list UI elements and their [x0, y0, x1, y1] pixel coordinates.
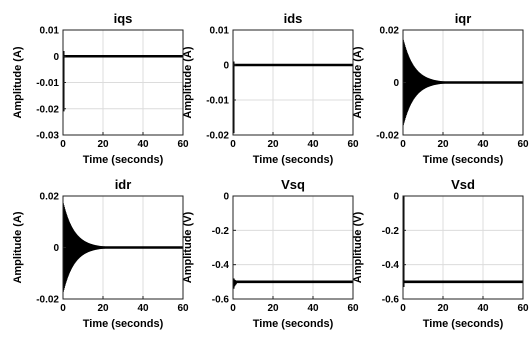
axes-frame [402, 195, 524, 300]
axes-frame [232, 29, 354, 136]
chart-title: iqr [455, 11, 472, 26]
y-tick-label: -0.4 [212, 260, 230, 271]
y-tick-label: 0 [223, 192, 229, 203]
axes-frame [232, 195, 354, 300]
x-tick-label: 60 [177, 303, 189, 314]
x-axis-label: Time (seconds) [253, 318, 334, 330]
x-axis-label: Time (seconds) [423, 154, 504, 166]
x-tick-label: 60 [517, 303, 529, 314]
y-tick-label: 0 [53, 243, 59, 254]
plot-area [233, 30, 353, 135]
y-tick-label: 0.01 [40, 26, 60, 37]
x-tick-label: 0 [400, 139, 406, 150]
subplot-vsq: Vsq Amplitude (V) Time (seconds) 0 20 40 60… [182, 177, 359, 330]
subplot-vsd: Vsd Amplitude (V) Time (seconds) 0 20 40 60… [352, 177, 529, 330]
x-tick-label: 0 [230, 303, 236, 314]
y-tick-label: -0.02 [36, 104, 59, 115]
y-tick-label: -0.03 [36, 131, 59, 142]
chart-title: iqs [114, 11, 133, 26]
x-axis-label: Time (seconds) [83, 154, 164, 166]
x-tick-label: 40 [307, 139, 319, 150]
y-tick-label: 0.02 [40, 192, 60, 203]
y-tick-label: -0.2 [382, 226, 400, 237]
x-axis-label: Time (seconds) [83, 318, 164, 330]
y-tick-label: 0 [223, 61, 229, 72]
y-tick-label: -0.6 [212, 295, 230, 306]
plot-area [403, 196, 523, 299]
y-axis-label: Amplitude (A) [352, 46, 364, 118]
y-axis-label: Amplitude (A) [12, 211, 24, 283]
y-axis-label: Amplitude (V) [182, 211, 194, 283]
plot-area [233, 196, 353, 299]
chart-title: Vsd [451, 177, 475, 192]
x-tick-label: 40 [137, 139, 149, 150]
y-tick-label: -0.4 [382, 260, 400, 271]
x-tick-label: 60 [177, 139, 189, 150]
subplot-idr: idr Amplitude (A) Time (seconds) 0 20 40 60… [12, 177, 189, 330]
y-tick-label: -0.02 [36, 295, 59, 306]
y-tick-label: -0.02 [376, 131, 399, 142]
series-line [62, 201, 183, 294]
x-axis-label: Time (seconds) [423, 318, 504, 330]
x-tick-label: 0 [230, 139, 236, 150]
y-axis-label: Amplitude (A) [12, 46, 24, 118]
x-tick-label: 40 [137, 303, 149, 314]
chart-title: idr [115, 177, 132, 192]
x-tick-label: 60 [347, 139, 359, 150]
x-tick-label: 0 [60, 303, 66, 314]
x-tick-label: 20 [97, 139, 109, 150]
x-tick-label: 20 [267, 303, 279, 314]
x-tick-label: 40 [477, 139, 489, 150]
chart-title: Vsq [281, 177, 305, 192]
y-tick-label: -0.2 [212, 226, 230, 237]
x-tick-label: 0 [60, 139, 66, 150]
y-tick-label: -0.01 [206, 96, 229, 107]
y-axis-label: Amplitude (V) [352, 211, 364, 283]
y-tick-label: 0.01 [210, 26, 230, 37]
subplot-iqs: iqs Amplitude (A) Time (seconds) 0 20 40 60… [12, 11, 189, 166]
y-tick-label: 0 [393, 192, 399, 203]
subplot-iqr: iqr Amplitude (A) Time (seconds) 0 20 40 60… [352, 11, 529, 166]
chart-title: ids [284, 11, 303, 26]
y-tick-label: -0.6 [382, 295, 400, 306]
x-axis-label: Time (seconds) [253, 154, 334, 166]
y-tick-label: -0.01 [36, 78, 59, 89]
x-tick-label: 40 [477, 303, 489, 314]
y-tick-label: -0.02 [206, 131, 229, 142]
y-tick-label: 0.02 [380, 26, 400, 37]
x-tick-label: 60 [347, 303, 359, 314]
x-tick-label: 20 [437, 303, 449, 314]
x-tick-label: 40 [307, 303, 319, 314]
subplot-ids: ids Amplitude (A) Time (seconds) 0 20 40 60… [182, 11, 359, 166]
x-tick-label: 0 [400, 303, 406, 314]
x-tick-label: 20 [437, 139, 449, 150]
y-tick-label: 0 [393, 78, 399, 89]
y-tick-label: 0 [53, 52, 59, 63]
y-axis-label: Amplitude (A) [182, 46, 194, 118]
x-tick-label: 20 [97, 303, 109, 314]
x-tick-label: 20 [267, 139, 279, 150]
x-tick-label: 60 [517, 139, 529, 150]
